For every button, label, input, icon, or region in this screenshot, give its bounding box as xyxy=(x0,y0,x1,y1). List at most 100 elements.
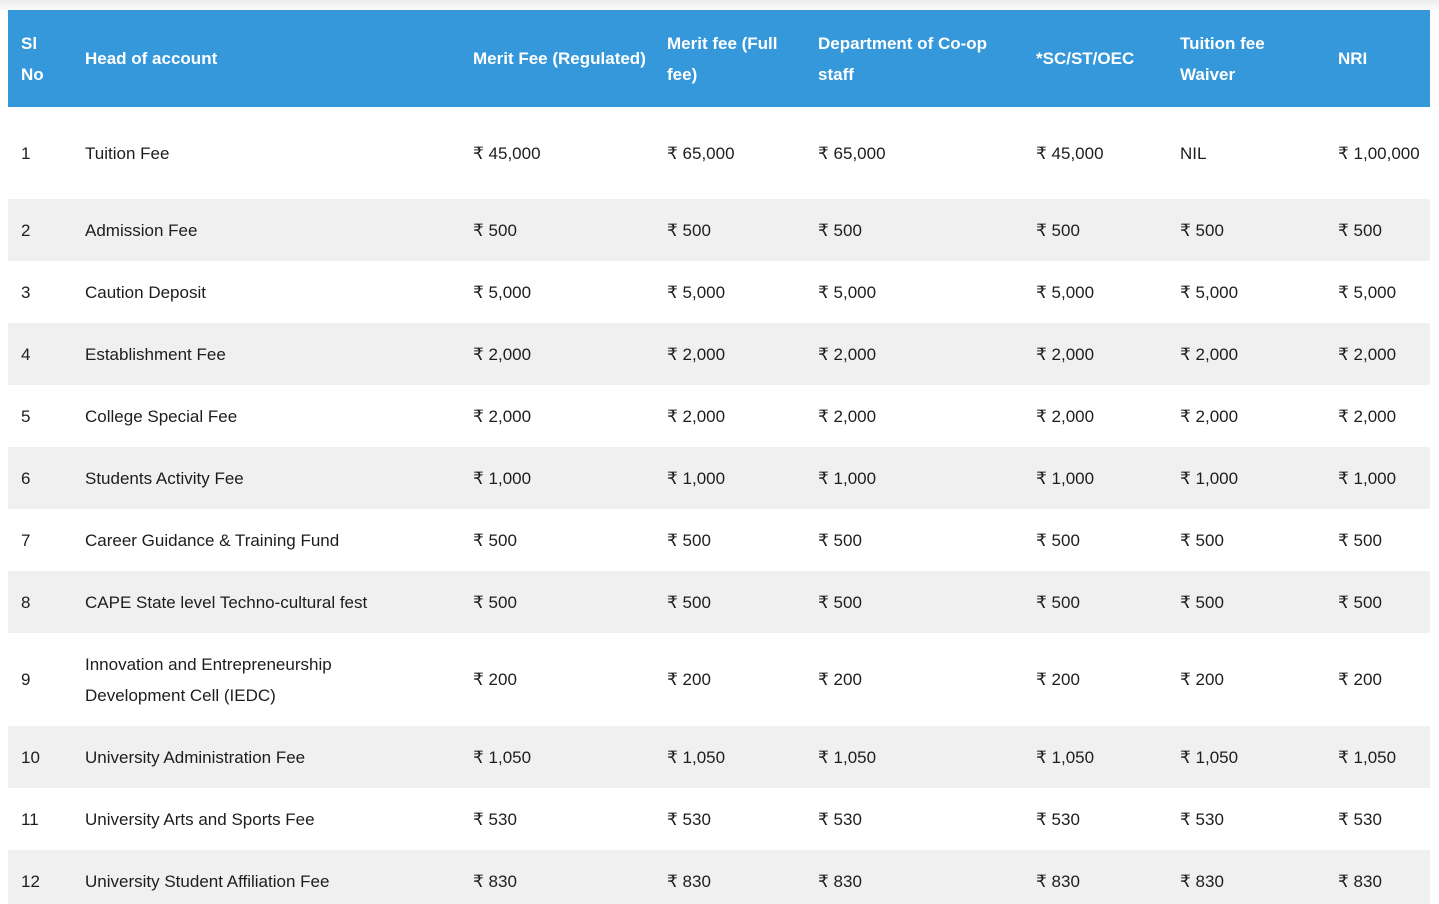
cell-value: 8 xyxy=(21,592,31,612)
cell-value: ₹ 830 xyxy=(473,871,517,891)
table-row: 11 University Arts and Sports Fee ₹ 530 ₹ 5… xyxy=(8,788,1430,850)
cell-value: University Administration Fee xyxy=(85,747,306,767)
cell-value: College Special Fee xyxy=(85,406,238,426)
cell-nri: ₹ 500 xyxy=(1325,509,1430,571)
table-row: 2 Admission Fee ₹ 500 ₹ 500 ₹ 500 ₹ 500 ₹ 500 ₹… xyxy=(8,199,1430,261)
cell-value: ₹ 1,050 xyxy=(1180,747,1239,767)
cell-value: ₹ 1,000 xyxy=(1036,468,1095,488)
table-row: 1 Tuition Fee ₹ 45,000 ₹ 65,000 ₹ 65,000 ₹ 45… xyxy=(8,107,1430,199)
cell-tuition-fee-waiver: ₹ 500 xyxy=(1167,509,1325,571)
cell-value: ₹ 45,000 xyxy=(473,143,541,163)
cell-head-of-account: Career Guidance & Training Fund xyxy=(72,509,460,571)
column-header-label: NRI xyxy=(1338,49,1368,68)
cell-value: ₹ 2,000 xyxy=(1180,344,1239,364)
cell-value: ₹ 200 xyxy=(1180,670,1224,689)
cell-value: ₹ 1,050 xyxy=(667,747,726,767)
cell-value: ₹ 1,000 xyxy=(1338,468,1397,488)
header-row: Sl No Head of account Merit Fee (Regulat… xyxy=(8,10,1430,107)
cell-merit-fee-full: ₹ 200 xyxy=(654,633,805,726)
cell-value: ₹ 500 xyxy=(1180,220,1224,240)
cell-merit-fee-full: ₹ 1,050 xyxy=(654,726,805,788)
cell-value: 1 xyxy=(21,143,31,163)
cell-value: University Arts and Sports Fee xyxy=(85,809,315,829)
cell-value: 12 xyxy=(21,871,40,891)
cell-value: ₹ 500 xyxy=(473,592,517,612)
cell-merit-fee-full: ₹ 500 xyxy=(654,509,805,571)
cell-sl-no: 11 xyxy=(8,788,72,850)
cell-value: ₹ 530 xyxy=(1036,809,1080,829)
cell-nri: ₹ 2,000 xyxy=(1325,323,1430,385)
cell-value: ₹ 500 xyxy=(1180,530,1224,550)
cell-head-of-account: College Special Fee xyxy=(72,385,460,447)
cell-value: 10 xyxy=(21,747,40,767)
column-header-label: Merit fee (Full fee) xyxy=(667,33,778,84)
cell-sl-no: 8 xyxy=(8,571,72,633)
cell-value: ₹ 200 xyxy=(1036,670,1080,689)
cell-value: ₹ 830 xyxy=(1180,871,1224,891)
cell-value: ₹ 1,000 xyxy=(1180,468,1239,488)
cell-nri: ₹ 530 xyxy=(1325,788,1430,850)
cell-tuition-fee-waiver: ₹ 500 xyxy=(1167,199,1325,261)
cell-value: ₹ 530 xyxy=(473,809,517,829)
cell-dept-coop-staff: ₹ 500 xyxy=(805,571,1023,633)
cell-value: ₹ 45,000 xyxy=(1036,143,1104,163)
cell-sl-no: 7 xyxy=(8,509,72,571)
cell-merit-fee-regulated: ₹ 45,000 xyxy=(460,107,654,199)
table-header: Sl No Head of account Merit Fee (Regulat… xyxy=(8,10,1430,107)
cell-value: ₹ 500 xyxy=(818,592,862,612)
cell-value: ₹ 200 xyxy=(473,670,517,689)
cell-merit-fee-full: ₹ 500 xyxy=(654,199,805,261)
cell-merit-fee-full: ₹ 2,000 xyxy=(654,385,805,447)
cell-tuition-fee-waiver: ₹ 830 xyxy=(1167,850,1325,904)
cell-nri: ₹ 1,00,000 xyxy=(1325,107,1430,199)
cell-value: ₹ 530 xyxy=(667,809,711,829)
cell-merit-fee-full: ₹ 830 xyxy=(654,850,805,904)
cell-sl-no: 1 xyxy=(8,107,72,199)
cell-value: Caution Deposit xyxy=(85,282,206,302)
cell-value: ₹ 500 xyxy=(818,220,862,240)
cell-value: ₹ 500 xyxy=(1036,220,1080,240)
cell-value: ₹ 830 xyxy=(667,871,711,891)
cell-value: ₹ 500 xyxy=(1180,592,1224,612)
cell-merit-fee-full: ₹ 530 xyxy=(654,788,805,850)
column-header-sc-st-oec: *SC/ST/OEC xyxy=(1023,10,1167,107)
column-header-merit-fee-full: Merit fee (Full fee) xyxy=(654,10,805,107)
cell-value: ₹ 2,000 xyxy=(473,344,532,364)
column-header-dept-coop-staff: Department of Co-op staff xyxy=(805,10,1023,107)
cell-value: ₹ 500 xyxy=(1036,530,1080,550)
cell-merit-fee-regulated: ₹ 530 xyxy=(460,788,654,850)
cell-value: Tuition Fee xyxy=(85,143,170,163)
cell-merit-fee-full: ₹ 5,000 xyxy=(654,261,805,323)
cell-value: ₹ 2,000 xyxy=(1036,406,1095,426)
cell-sl-no: 3 xyxy=(8,261,72,323)
cell-value: ₹ 65,000 xyxy=(818,143,886,163)
cell-merit-fee-regulated: ₹ 2,000 xyxy=(460,385,654,447)
cell-sc-st-oec: ₹ 1,050 xyxy=(1023,726,1167,788)
cell-merit-fee-regulated: ₹ 5,000 xyxy=(460,261,654,323)
cell-value: 6 xyxy=(21,468,31,488)
cell-value: ₹ 5,000 xyxy=(473,282,532,302)
cell-tuition-fee-waiver: ₹ 5,000 xyxy=(1167,261,1325,323)
cell-value: ₹ 500 xyxy=(1338,592,1382,612)
cell-value: ₹ 1,000 xyxy=(473,468,532,488)
cell-value: ₹ 1,00,000 xyxy=(1338,143,1420,163)
cell-value: ₹ 1,050 xyxy=(473,747,532,767)
cell-value: 9 xyxy=(21,670,31,689)
cell-sc-st-oec: ₹ 200 xyxy=(1023,633,1167,726)
cell-head-of-account: University Administration Fee xyxy=(72,726,460,788)
cell-head-of-account: Innovation and Entrepreneurship Developm… xyxy=(72,633,460,726)
cell-sl-no: 4 xyxy=(8,323,72,385)
cell-sl-no: 9 xyxy=(8,633,72,726)
cell-tuition-fee-waiver: ₹ 2,000 xyxy=(1167,323,1325,385)
cell-sl-no: 5 xyxy=(8,385,72,447)
cell-value: ₹ 500 xyxy=(667,220,711,240)
table-row: 12 University Student Affiliation Fee ₹ 83… xyxy=(8,850,1430,904)
cell-value: ₹ 530 xyxy=(818,809,862,829)
cell-value: ₹ 5,000 xyxy=(1036,282,1095,302)
column-header-label: Merit Fee (Regulated) xyxy=(473,49,646,68)
table-row: 3 Caution Deposit ₹ 5,000 ₹ 5,000 ₹ 5,000 ₹ 5… xyxy=(8,261,1430,323)
cell-merit-fee-regulated: ₹ 1,050 xyxy=(460,726,654,788)
cell-nri: ₹ 2,000 xyxy=(1325,385,1430,447)
cell-nri: ₹ 5,000 xyxy=(1325,261,1430,323)
cell-dept-coop-staff: ₹ 2,000 xyxy=(805,385,1023,447)
